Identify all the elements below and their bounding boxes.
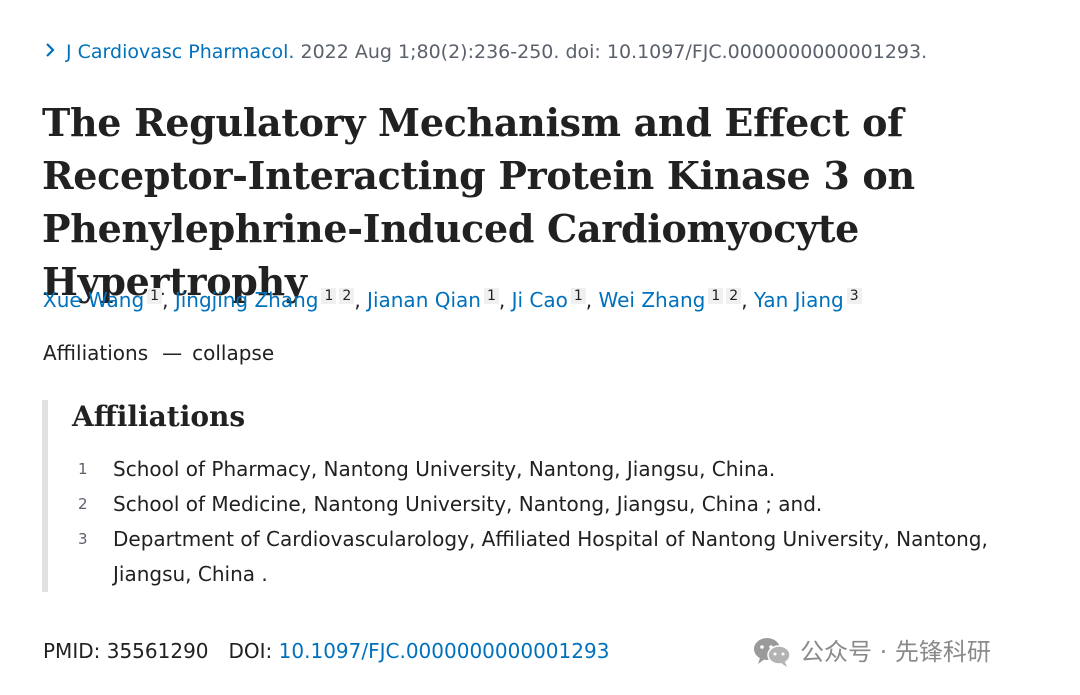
affiliation-ref[interactable]: 1 [570, 288, 586, 304]
pmid-label: PMID: [43, 639, 101, 663]
author-item: Wei Zhang 1 2 [599, 288, 742, 312]
author-separator: , [585, 288, 599, 312]
author-item: Xue Wang 1 [43, 288, 163, 312]
author-item: Jingjing Zhang 1 2 [175, 288, 355, 312]
affiliation-ref[interactable]: 1 [147, 288, 163, 304]
author-link[interactable]: Yan Jiang [753, 288, 844, 312]
doi-link[interactable]: 10.1097/FJC.0000000000001293 [278, 639, 610, 663]
watermark: 公众号 · 先锋科研 [752, 632, 991, 672]
author-link[interactable]: Jianan Qian [367, 288, 481, 312]
affiliations-toggle-label: Affiliations [43, 341, 149, 365]
journal-link[interactable]: J Cardiovasc Pharmacol. [66, 41, 295, 63]
affiliation-text: School of Pharmacy, Nantong University, … [113, 457, 776, 481]
watermark-text: 公众号 · 先锋科研 [800, 638, 991, 666]
chevron-right-icon[interactable] [44, 38, 66, 66]
toggle-dash: — [162, 341, 183, 365]
affiliations-toggle[interactable]: Affiliations — collapse [43, 338, 274, 368]
affiliations-list: 1 School of Pharmacy, Nantong University… [78, 452, 1038, 592]
affiliation-ref[interactable]: 3 [846, 288, 862, 304]
collapse-button[interactable]: collapse [192, 341, 275, 365]
citation-details: 2022 Aug 1;80(2):236-250. doi: 10.1097/F… [294, 41, 928, 63]
author-item: Yan Jiang 3 [754, 288, 862, 312]
citation-line: J Cardiovasc Pharmacol. 2022 Aug 1;80(2)… [44, 38, 927, 66]
affiliation-ref[interactable]: 1 [321, 288, 337, 304]
author-separator: , [354, 288, 368, 312]
affiliation-item: 1 School of Pharmacy, Nantong University… [78, 452, 1038, 487]
affiliation-text: School of Medicine, Nantong University, … [113, 492, 823, 516]
affiliation-text: Department of Cardiovascularology, Affil… [113, 527, 988, 586]
pmid-value: 35561290 [106, 639, 209, 663]
article-title: The Regulatory Mechanism and Effect of R… [42, 100, 915, 304]
author-item: Ji Cao 1 [512, 288, 586, 312]
affiliation-item: 3 Department of Cardiovascularology, Aff… [78, 522, 1038, 592]
wechat-icon [752, 636, 792, 668]
author-separator: , [498, 288, 512, 312]
affiliation-number: 1 [78, 460, 88, 478]
author-item: Jianan Qian 1 [367, 288, 499, 312]
affiliation-ref[interactable]: 2 [726, 288, 742, 304]
affiliations-panel: Affiliations 1 School of Pharmacy, Nanto… [42, 400, 1042, 592]
affiliation-ref[interactable]: 2 [339, 288, 355, 304]
affiliation-number: 2 [78, 495, 88, 513]
author-separator: , [162, 288, 175, 312]
authors-list: Xue Wang 1, Jingjing Zhang 1 2, Jianan Qian… [43, 283, 862, 317]
affiliation-ref[interactable]: 1 [483, 288, 499, 304]
author-link[interactable]: Ji Cao [511, 288, 568, 312]
doi-label: DOI: [228, 639, 273, 663]
affiliation-ref[interactable]: 1 [708, 288, 724, 304]
author-link[interactable]: Jingjing Zhang [174, 288, 319, 312]
author-link[interactable]: Wei Zhang [598, 288, 706, 312]
affiliation-number: 3 [78, 530, 88, 548]
identifiers-line: PMID: 35561290 DOI: 10.1097/FJC.000000000… [43, 635, 609, 667]
affiliation-item: 2 School of Medicine, Nantong University… [78, 487, 1038, 522]
author-separator: , [741, 288, 754, 312]
author-link[interactable]: Xue Wang [43, 288, 145, 312]
affiliations-heading: Affiliations [72, 400, 246, 433]
